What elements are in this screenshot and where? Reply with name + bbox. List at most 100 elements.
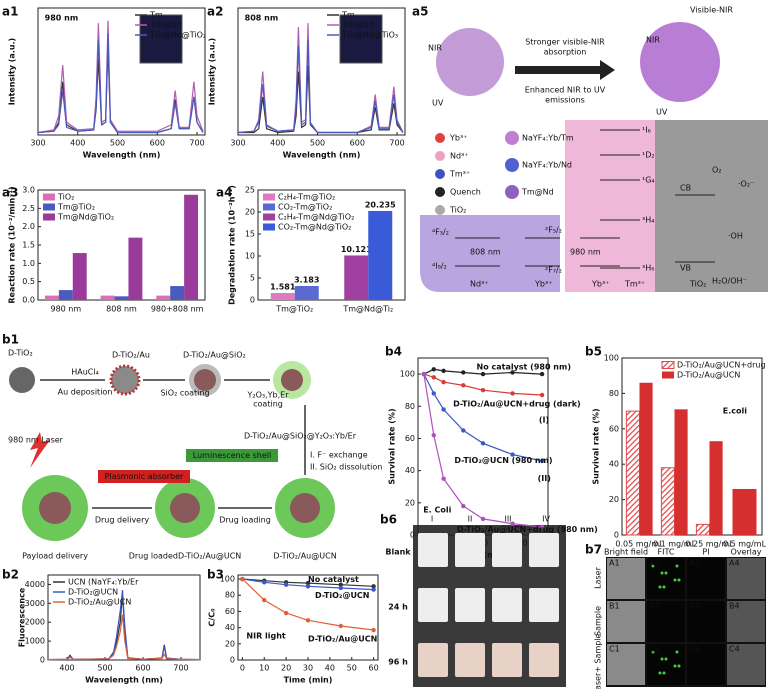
plot-frame <box>257 189 406 301</box>
diagram-text: Tm@Nd <box>521 188 554 197</box>
x-tick-label: 700 <box>189 139 204 148</box>
point <box>338 623 344 629</box>
diagram-text: UV <box>656 108 668 117</box>
cell-signal <box>658 585 662 589</box>
point <box>480 516 486 522</box>
cell-signal <box>677 664 681 668</box>
x-tick-label: 400 <box>59 664 74 673</box>
x-tick-label: 980 nm <box>50 305 81 314</box>
diagram-text: Drug delivery <box>95 516 150 525</box>
x-tick-label: 0.5 mg/mL <box>723 540 767 549</box>
y-tick-label: 3.0 <box>22 186 35 195</box>
diagram-text: Tm³⁺ <box>624 280 645 289</box>
diagram-text: Plasmonic absorber <box>105 472 184 481</box>
legend-swatch <box>263 203 275 211</box>
legend-label: D-TiO₂/Au@UCN <box>68 598 131 607</box>
x-tick-label: 0.25 mg/mL <box>685 540 734 549</box>
diagram-text: NIR <box>646 36 660 45</box>
diagram-text: Yb³⁺ <box>449 134 467 143</box>
series-label: D-TiO₂/Au@UCN <box>308 634 377 643</box>
diagram-text: HAuCl₄ <box>71 368 99 377</box>
cell-id: C3 <box>689 645 700 654</box>
panel-label: b5 <box>585 345 602 359</box>
x-tick-label: 700 <box>173 664 188 673</box>
x-tick-label: 30 <box>303 664 313 673</box>
panel-label: a3 <box>2 186 18 200</box>
bar <box>625 410 640 536</box>
x-tick-label: 10 <box>259 664 269 673</box>
point <box>461 370 466 375</box>
cell-id: B3 <box>689 602 700 611</box>
column-label: I <box>431 515 433 524</box>
cell-id: A3 <box>689 559 700 568</box>
y-axis-label: Intensity (a.u.) <box>208 38 217 105</box>
x-axis-label: Wavelength (nm) <box>85 676 163 685</box>
bar <box>368 210 393 300</box>
micrograph <box>607 644 645 685</box>
bar <box>270 293 295 300</box>
inset-photo <box>139 14 183 64</box>
y-tick-label: 25 <box>245 186 255 195</box>
row-label: Laser+ Sample <box>594 633 603 689</box>
diagram-text: ¹I₆ <box>642 126 651 135</box>
legend-swatch <box>263 213 275 221</box>
legend-label: CO₂-Tm@TiO₂ <box>278 203 332 212</box>
series-line <box>241 578 374 631</box>
y-tick-label: 100 <box>604 354 619 363</box>
column-label: IV <box>542 515 550 524</box>
y-tick-label: 5 <box>250 274 255 283</box>
series-line <box>47 614 201 661</box>
plot-frame <box>47 574 201 661</box>
inset-photo <box>339 14 383 64</box>
micrograph <box>727 558 765 599</box>
annotation: (II) <box>538 474 551 483</box>
micrograph <box>687 558 725 599</box>
point <box>262 580 267 585</box>
row-label: 96 h <box>388 658 408 667</box>
point <box>510 391 515 396</box>
panel-label: a2 <box>207 5 223 19</box>
series-line <box>242 578 374 587</box>
diagram-text: ·OH <box>728 232 743 241</box>
diagram-text: ⁴I₉/₂ <box>432 262 447 271</box>
bar <box>156 295 171 300</box>
x-tick-label: 808 nm <box>106 305 137 314</box>
point <box>510 370 515 375</box>
legend-swatch <box>263 193 275 201</box>
panel-label: a1 <box>2 5 18 19</box>
diagram-text: II. SiO₂ dissolution <box>310 463 382 472</box>
x-tick-label: 20 <box>281 664 291 673</box>
series-line <box>423 374 543 528</box>
point <box>510 452 515 457</box>
cell-id: A1 <box>609 559 620 568</box>
micrograph <box>727 644 765 685</box>
cell-id: A4 <box>729 559 740 568</box>
x-tick-label: 600 <box>350 139 365 148</box>
y-tick-label: 0.0 <box>22 296 35 305</box>
annotation: (I) <box>539 415 549 424</box>
legend-label: CO₂-Tm@Nd@TiO₂ <box>278 223 351 232</box>
legend-label: Tm@Nd@TiO₂ <box>149 31 206 40</box>
point <box>539 458 545 464</box>
sample-photo <box>455 588 485 622</box>
column-label: Overlay <box>730 548 761 557</box>
series-label: D-TiO₂/Au@UCN+drug (980 nm) <box>457 525 598 534</box>
annotation: NIR light <box>246 632 286 641</box>
series-label: D-TiO₂/Au@UCN+drug (dark) <box>453 400 581 409</box>
y-tick-label: 20 <box>405 498 415 507</box>
diagram-text: Visible-NIR <box>690 6 733 15</box>
point <box>480 387 486 393</box>
x-tick-label: 500 <box>110 139 125 148</box>
legend-swatch <box>43 193 55 201</box>
y-axis-label: Degradation rate (10⁻²h⁻¹) <box>228 185 237 305</box>
diagram-text: O₂ <box>712 166 722 175</box>
bar <box>732 488 757 535</box>
diagram-text: 808 nm <box>470 248 501 257</box>
cell-signal <box>658 671 662 675</box>
diagram-text: 980 nm <box>570 248 601 257</box>
value-label: 20.235 <box>365 200 396 209</box>
diagram-text: SiO₂ coating <box>160 389 209 398</box>
diagram-text: NaYF₄:Yb/Tm <box>522 134 574 143</box>
diagram-text: absorption <box>544 48 587 57</box>
point <box>441 379 446 385</box>
